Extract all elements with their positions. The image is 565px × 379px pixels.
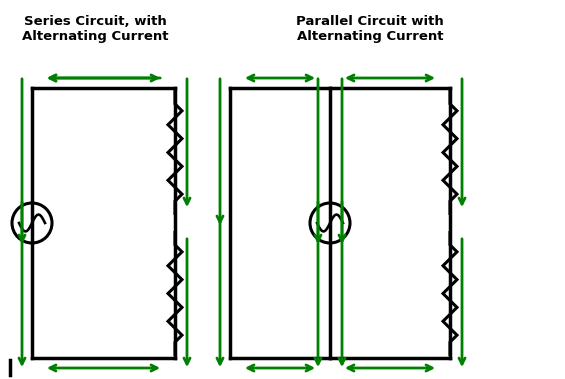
Text: Series Circuit, with
Alternating Current: Series Circuit, with Alternating Current — [21, 15, 168, 43]
Text: Parallel Circuit with
Alternating Current: Parallel Circuit with Alternating Curren… — [296, 15, 444, 43]
